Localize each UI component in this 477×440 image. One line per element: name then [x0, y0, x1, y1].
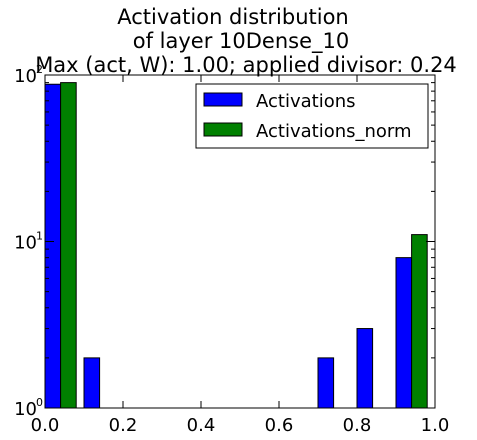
- y-tick-label: 10: [14, 66, 37, 87]
- bars-group: [44, 82, 428, 409]
- y-tick-label-exponent: 0: [36, 396, 43, 409]
- y-tick-label-exponent: 1: [36, 230, 43, 243]
- x-tick-label: 0.8: [343, 415, 372, 436]
- x-tick-label: 0.0: [31, 415, 60, 436]
- bar-activations-4: [395, 257, 413, 409]
- plot-frame: [44, 74, 436, 409]
- bar-activations-1: [83, 357, 101, 409]
- bar-activations-norm-1: [411, 234, 428, 409]
- x-tick-label: 0.2: [109, 415, 138, 436]
- x-tick-label: 0.6: [265, 415, 294, 436]
- y-tick-label: 10: [14, 233, 37, 254]
- bar-activations-3: [356, 328, 374, 409]
- bar-activations-0: [44, 83, 62, 409]
- y-tick-label-exponent: 2: [36, 63, 43, 76]
- legend: Activations Activations_norm: [195, 83, 429, 149]
- chart-title-line-3: Max (act, W): 1.00; applied divisor: 0.2…: [35, 53, 457, 77]
- chart-title-line-1: Activation distribution: [117, 5, 348, 29]
- y-tick-label: 10: [14, 399, 37, 420]
- legend-swatch-activations-norm: [203, 122, 243, 137]
- legend-label-activations: Activations: [256, 91, 356, 112]
- bar-activations-2: [317, 357, 335, 409]
- x-tick-label: 1.0: [421, 415, 450, 436]
- legend-label-activations-norm: Activations_norm: [256, 121, 412, 142]
- x-tick-label: 0.4: [187, 415, 216, 436]
- chart-title-line-2: of layer 10Dense_10: [133, 29, 349, 54]
- bar-activations-norm-0: [60, 82, 77, 409]
- legend-swatch-activations: [203, 92, 243, 107]
